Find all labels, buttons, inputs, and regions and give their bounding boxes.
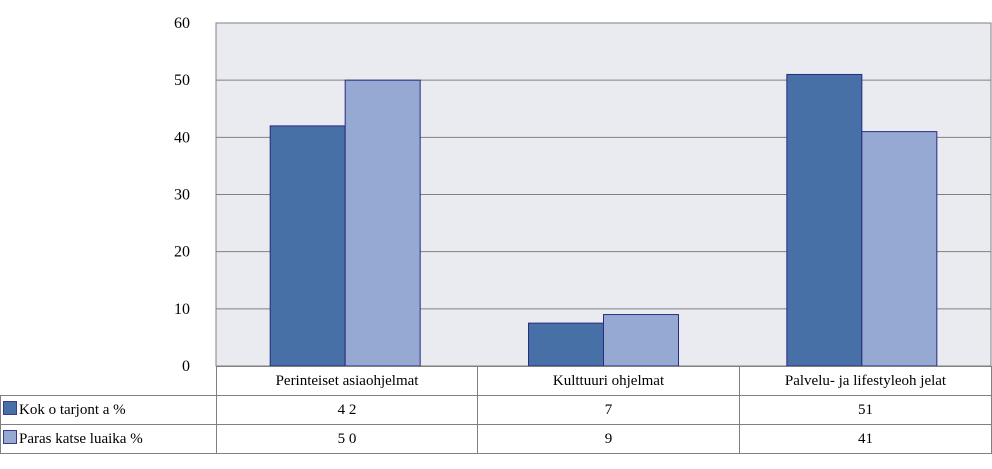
table-cell: 7 (477, 395, 740, 425)
legend-entry: Kok o tarjont a % (0, 395, 217, 425)
y-tick-label: 20 (174, 244, 190, 261)
y-tick-label: 10 (174, 301, 190, 318)
legend-label: Paras katse luaika % (19, 431, 143, 447)
data-table: Perinteiset asiaohjelmat Kulttuuri ohjel… (0, 366, 992, 454)
bar (528, 322, 604, 367)
bar (269, 125, 346, 367)
y-tick-label: 60 (174, 15, 190, 32)
y-tick-label: 40 (174, 129, 190, 146)
legend-entry: Paras katse luaika % (0, 424, 217, 454)
legend-swatch (3, 430, 17, 444)
y-tick-label: 30 (174, 187, 190, 204)
table-cell: 5 0 (216, 424, 478, 454)
category-label: Palvelu- ja lifestyleoh jelat (739, 366, 992, 396)
table-corner (0, 366, 217, 396)
series-row: Paras katse luaika % 5 0 9 41 (0, 424, 992, 454)
legend-label: Kok o tarjont a % (19, 402, 126, 418)
table-cell: 41 (739, 424, 992, 454)
bar (861, 131, 938, 367)
category-label: Kulttuuri ohjelmat (477, 366, 740, 396)
bar (344, 79, 421, 367)
category-row: Perinteiset asiaohjelmat Kulttuuri ohjel… (0, 366, 992, 396)
table-cell: 4 2 (216, 395, 478, 425)
bar (603, 314, 679, 367)
legend-swatch (3, 401, 17, 415)
y-tick-label: 50 (174, 72, 190, 89)
bars (269, 73, 938, 367)
series-row: Kok o tarjont a % 4 2 7 51 (0, 395, 992, 425)
bar (786, 73, 863, 367)
table-cell: 51 (739, 395, 992, 425)
table-cell: 9 (477, 424, 740, 454)
category-label: Perinteiset asiaohjelmat (216, 366, 478, 396)
